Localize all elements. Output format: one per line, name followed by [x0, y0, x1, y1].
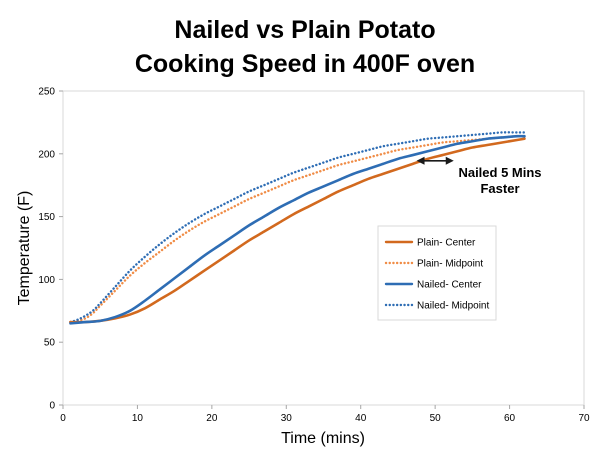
chart-title-line-2: Cooking Speed in 400F oven	[135, 50, 475, 78]
y-tick-label: 150	[38, 212, 55, 223]
x-tick-label: 60	[504, 413, 516, 424]
x-tick-label: 30	[281, 413, 293, 424]
y-tick-label: 100	[38, 275, 55, 286]
annotation-arrowhead-right	[445, 156, 454, 165]
x-tick-label: 20	[206, 413, 218, 424]
y-tick-label: 200	[38, 149, 55, 160]
x-axis-label: Time (mins)	[281, 430, 365, 447]
annotation-arrowhead-left	[416, 156, 425, 165]
annotation-line-1: Nailed 5 Mins	[458, 165, 541, 180]
annotation: Nailed 5 Mins Faster	[416, 156, 542, 196]
legend-label-plain-center: Plain- Center	[417, 238, 476, 249]
plot-border	[62, 90, 585, 406]
x-tick-label: 10	[132, 413, 144, 424]
x-tick-label: 70	[578, 413, 590, 424]
series-line-plain-center	[69, 137, 526, 324]
x-tick-label: 0	[60, 413, 66, 424]
y-tick-label: 0	[49, 401, 55, 412]
y-tick-label: 50	[44, 338, 56, 349]
series-layer	[69, 131, 526, 325]
legend-label-plain-midpoint: Plain- Midpoint	[417, 259, 483, 270]
legend-label-nailed-midpoint: Nailed- Midpoint	[417, 301, 489, 312]
x-tick-label: 40	[355, 413, 367, 424]
annotation-line-2: Faster	[480, 181, 519, 196]
legend-label-nailed-center: Nailed- Center	[417, 280, 482, 291]
series-line-nailed-center	[69, 134, 526, 325]
legend: Plain- Center Plain- Midpoint Nailed- Cent…	[377, 225, 497, 321]
series-line-plain-midpoint	[69, 134, 526, 324]
plot-area: 0 10 20 30 40 50 60 70 0 50 100 150 200 250	[38, 87, 590, 425]
y-axis-label: Temperature (F)	[16, 191, 33, 306]
x-tick-label: 50	[430, 413, 442, 424]
chart-title-line-1: Nailed vs Plain Potato	[174, 16, 435, 44]
y-tick-label: 250	[38, 87, 55, 98]
series-line-nailed-midpoint	[69, 131, 526, 324]
